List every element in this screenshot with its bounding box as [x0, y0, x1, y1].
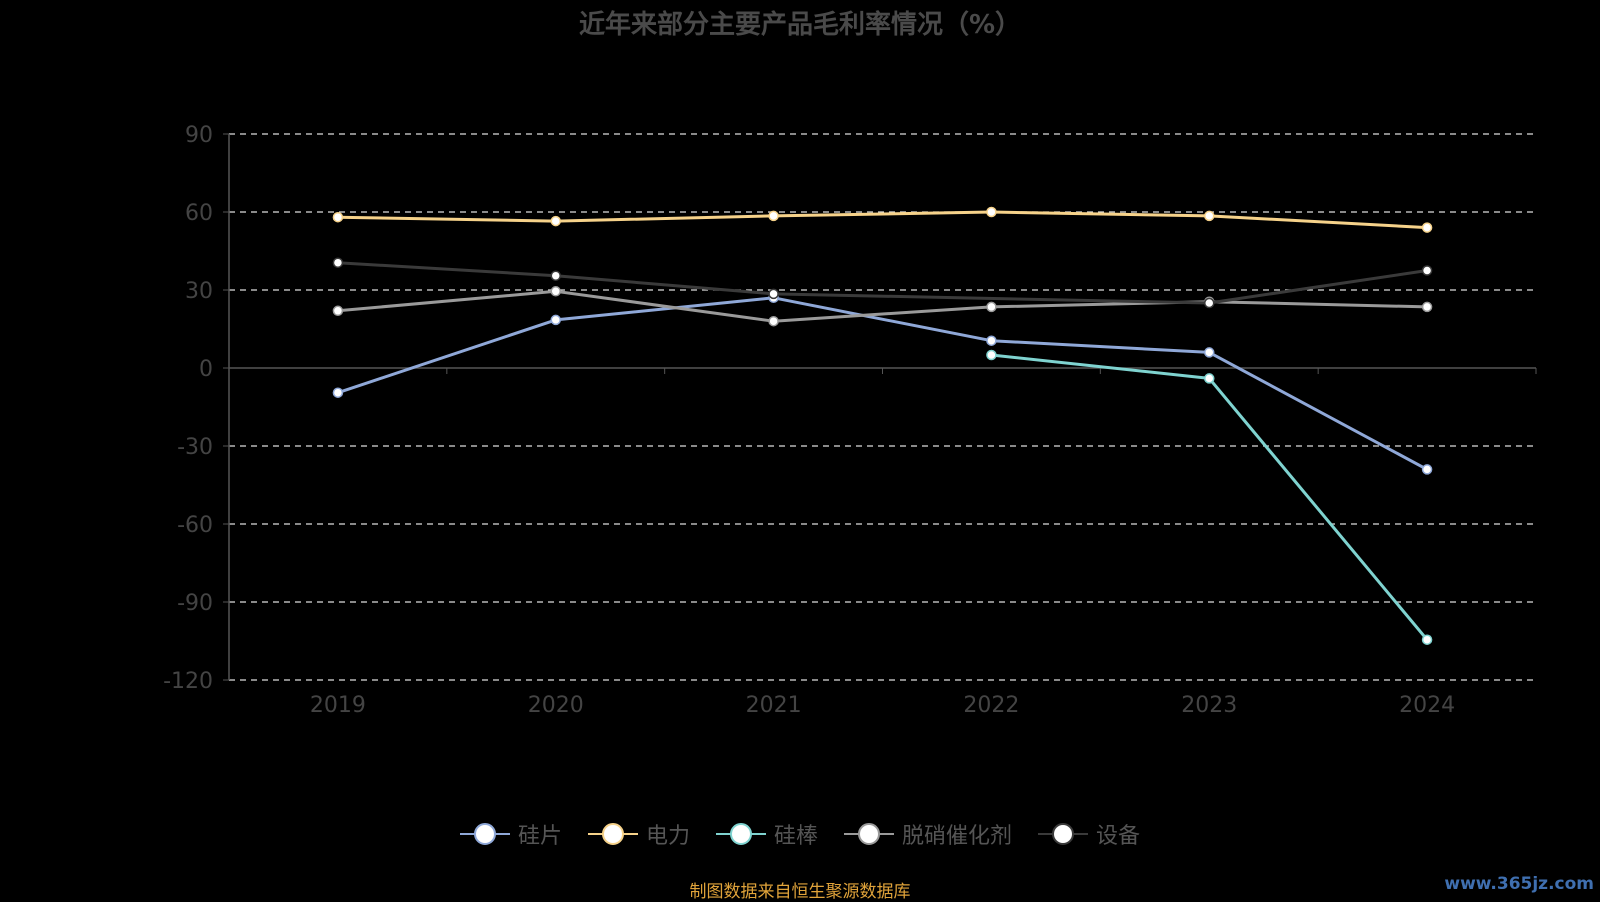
- data-point: [332, 211, 344, 223]
- y-tick-label: 30: [185, 279, 213, 304]
- legend-marker-icon: [459, 822, 510, 846]
- data-point: [1421, 464, 1433, 475]
- watermark: www.365jz.com: [1444, 874, 1594, 894]
- series-line-3: [991, 353, 1429, 641]
- data-point: [550, 286, 561, 297]
- y-tick-label: -120: [163, 669, 213, 694]
- legend-item[interactable]: 电力: [587, 818, 690, 850]
- data-point: [768, 288, 779, 300]
- data-point: [1421, 301, 1433, 313]
- data-point: [768, 210, 779, 222]
- legend-item[interactable]: 硅棒: [715, 818, 818, 850]
- data-point: [986, 206, 997, 218]
- data-point: [1204, 373, 1215, 384]
- legend-label: 硅片: [517, 824, 562, 849]
- data-point: [550, 270, 561, 281]
- y-tick-label: -60: [177, 513, 213, 538]
- legend-label: 设备: [1096, 824, 1141, 849]
- x-tick-label: 2024: [1399, 693, 1455, 718]
- data-point: [1421, 634, 1433, 645]
- data-point: [1204, 210, 1215, 222]
- data-point: [986, 301, 997, 313]
- y-tick-label: -90: [177, 591, 213, 616]
- y-tick-label: 90: [185, 123, 213, 148]
- legend-label: 脱硝催化剂: [902, 824, 1013, 849]
- x-tick-label: 2023: [1181, 693, 1237, 718]
- y-tick-label: -30: [177, 435, 213, 460]
- legend-item[interactable]: 设备: [1038, 818, 1140, 850]
- data-point: [1421, 222, 1433, 233]
- legend-item[interactable]: 脱硝催化剂: [844, 818, 1012, 850]
- x-tick-label: 2021: [746, 693, 802, 718]
- series-line-4: [337, 289, 1428, 323]
- series-line-1: [337, 296, 1428, 471]
- series-line-2: [337, 210, 1428, 230]
- data-point: [1204, 347, 1215, 358]
- y-tick-label: 0: [199, 357, 213, 382]
- data-point: [332, 387, 344, 398]
- data-point: [986, 349, 997, 361]
- data-point: [986, 335, 997, 346]
- legend-label: 电力: [645, 824, 690, 849]
- data-point: [768, 315, 779, 327]
- data-source-note: 制图数据来自恒生聚源数据库: [689, 882, 911, 902]
- x-tick-label: 2020: [528, 693, 584, 718]
- legend: 硅片 电力 硅棒 脱硝催化剂 设备: [0, 818, 1600, 850]
- legend-marker-icon: [1038, 822, 1089, 846]
- x-tick-label: 2019: [310, 693, 366, 718]
- legend-marker-icon: [587, 822, 638, 846]
- data-point: [1421, 265, 1433, 276]
- legend-item[interactable]: 硅片: [459, 818, 562, 850]
- legend-marker-icon: [844, 822, 894, 846]
- data-point: [550, 215, 561, 227]
- data-point: [332, 257, 344, 268]
- legend-marker-icon: [715, 822, 766, 846]
- legend-label: 硅棒: [773, 824, 818, 849]
- data-point: [332, 305, 344, 317]
- x-tick-label: 2022: [963, 693, 1019, 718]
- data-point: [550, 314, 561, 326]
- data-point: [1204, 297, 1215, 309]
- chart-title: 近年来部分主要产品毛利率情况（%）: [578, 10, 1022, 40]
- y-tick-label: 60: [185, 201, 213, 226]
